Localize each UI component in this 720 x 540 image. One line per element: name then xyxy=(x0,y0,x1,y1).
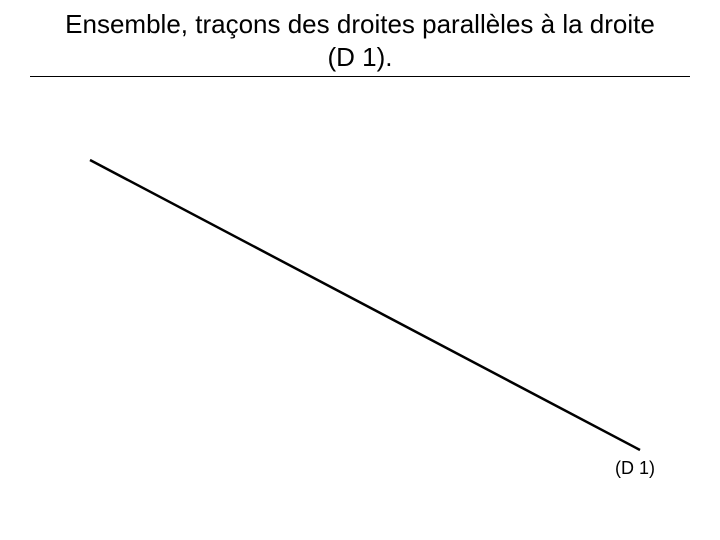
line-d1 xyxy=(0,0,720,540)
slide-root: Ensemble, traçons des droites parallèles… xyxy=(0,0,720,540)
diagram-area xyxy=(0,0,720,540)
line-d1-segment xyxy=(90,160,640,450)
line-d1-label: (D 1) xyxy=(615,458,655,479)
